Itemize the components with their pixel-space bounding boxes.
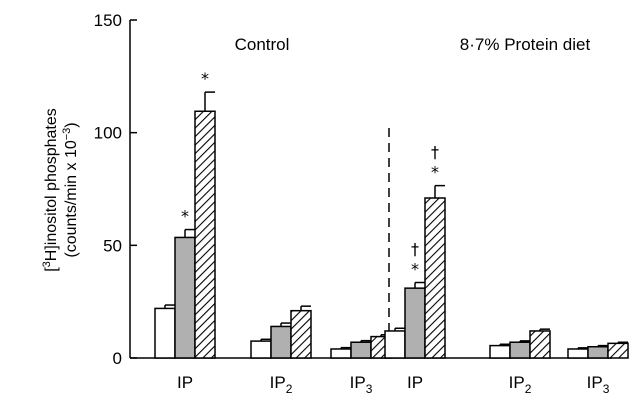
bar <box>194 110 216 359</box>
significance-star: * <box>431 163 439 182</box>
y-tick-label: 150 <box>94 11 122 30</box>
panel-title: 8·7% Protein diet <box>460 35 591 54</box>
bar <box>384 330 406 359</box>
x-category-label: IP2 <box>509 373 532 396</box>
bar <box>567 348 589 359</box>
bars <box>154 91 629 359</box>
bar <box>424 197 446 359</box>
panel-title: Control <box>235 35 290 54</box>
y-tick-label: 0 <box>113 349 122 368</box>
bar <box>587 345 609 359</box>
significance-star: * <box>411 260 419 279</box>
x-category-label: IP2 <box>270 373 293 396</box>
significance-dagger: † <box>411 240 419 259</box>
bar <box>270 325 292 359</box>
bar <box>290 309 312 359</box>
x-category-label: IP <box>407 373 423 392</box>
bar <box>404 287 426 359</box>
y-axis-label-line1: [3H]inositol phosphates <box>41 108 60 272</box>
significance-star: * <box>201 69 209 88</box>
bar <box>607 342 629 359</box>
x-category-label: IP <box>177 373 193 392</box>
bar <box>154 307 176 359</box>
labels: 0 50 100 150 [3H]inositol phosphates (counts/… <box>41 11 610 396</box>
x-category-label: IP3 <box>587 373 610 396</box>
bar <box>529 330 551 359</box>
y-tick-label: 50 <box>103 236 122 255</box>
significance-dagger: † <box>431 143 439 162</box>
y-tick-label: 100 <box>94 124 122 143</box>
bar <box>350 341 372 359</box>
y-axis-label-line2: (counts/min x 10−3) <box>61 122 80 257</box>
y-axis-label: [3H]inositol phosphates (counts/min x 10−… <box>41 108 80 272</box>
bar <box>250 340 272 359</box>
bar <box>509 341 531 359</box>
bar <box>174 236 196 359</box>
significance-star: * <box>181 207 189 226</box>
x-category-label: IP3 <box>350 373 373 396</box>
bar <box>489 344 511 359</box>
bar <box>330 348 352 359</box>
